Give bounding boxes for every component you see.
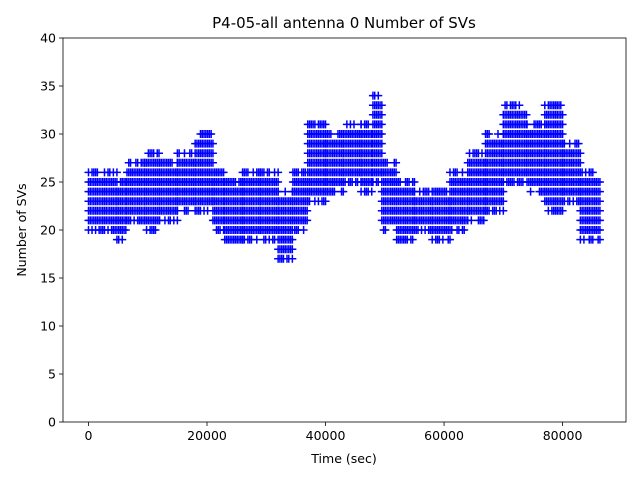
- data-point: [485, 130, 494, 138]
- data-point: [410, 178, 419, 186]
- x-tick-label: 40000: [306, 428, 346, 443]
- data-point: [374, 91, 383, 100]
- y-axis: 0 5 10 15 20 25 30 35 40: [40, 31, 63, 430]
- data-point: [173, 216, 182, 225]
- data-point: [93, 168, 102, 177]
- data-point: [558, 206, 567, 215]
- data-point: [274, 168, 283, 177]
- data-point: [558, 130, 567, 138]
- y-tick-label: 35: [40, 79, 56, 94]
- data-point: [377, 110, 386, 119]
- x-tick-label: 0: [85, 428, 93, 443]
- x-tick-label: 80000: [543, 428, 583, 443]
- data-point: [252, 235, 261, 244]
- x-axis-label: Time (sec): [310, 451, 376, 466]
- data-point: [523, 120, 532, 129]
- x-axis: 0 20000 40000 60000 80000: [85, 422, 583, 443]
- data-point: [576, 149, 585, 158]
- data-point: [121, 226, 130, 234]
- data-point: [526, 187, 535, 196]
- data-point: [274, 178, 283, 186]
- y-tick-label: 30: [40, 127, 56, 142]
- data-point: [588, 168, 597, 177]
- y-tick-label: 5: [48, 367, 56, 382]
- data-point: [499, 187, 508, 196]
- data-point: [445, 235, 454, 244]
- data-point: [219, 168, 228, 177]
- data-point: [377, 149, 386, 158]
- x-tick-label: 60000: [424, 428, 464, 443]
- data-point: [595, 178, 604, 186]
- data-point: [558, 120, 567, 129]
- y-tick-label: 0: [48, 415, 56, 430]
- data-point: [207, 130, 216, 138]
- y-tick-label: 40: [40, 31, 56, 46]
- data-point: [392, 168, 401, 177]
- data-point: [558, 110, 567, 119]
- data-point: [381, 226, 390, 234]
- data-point: [595, 197, 604, 206]
- data-point: [595, 235, 604, 244]
- data-point: [288, 254, 297, 263]
- data-point: [118, 235, 127, 244]
- data-point: [595, 187, 604, 196]
- data-point: [326, 130, 335, 138]
- data-point: [377, 139, 386, 148]
- data-point: [522, 110, 531, 119]
- data-point: [383, 158, 392, 167]
- data-point: [367, 187, 376, 196]
- data-point: [377, 130, 386, 138]
- data-point: [281, 187, 290, 196]
- data-point: [330, 187, 339, 196]
- data-point: [208, 139, 217, 148]
- data-point: [303, 216, 312, 225]
- data-point: [288, 235, 297, 244]
- data-point: [392, 158, 401, 167]
- data-point: [556, 101, 565, 110]
- data-point: [499, 206, 508, 215]
- y-tick-label: 25: [40, 175, 56, 190]
- data-point: [595, 206, 604, 215]
- data-point: [184, 206, 193, 215]
- data-point: [339, 187, 348, 196]
- data-point: [303, 206, 312, 215]
- data-points: [84, 91, 604, 263]
- data-point: [274, 187, 283, 196]
- plot-area: [62, 37, 627, 423]
- data-point: [299, 226, 308, 234]
- data-point: [321, 120, 330, 129]
- data-point: [479, 216, 488, 225]
- data-point: [574, 139, 583, 148]
- y-axis-label: Number of SVs: [14, 183, 29, 276]
- data-point: [460, 226, 469, 234]
- data-point: [377, 120, 386, 129]
- data-point: [515, 101, 524, 110]
- data-point: [208, 158, 217, 167]
- data-point: [208, 149, 217, 158]
- data-point: [499, 197, 508, 206]
- data-point: [349, 120, 358, 129]
- data-point: [377, 101, 386, 110]
- y-tick-label: 10: [40, 319, 56, 334]
- data-point: [595, 226, 604, 234]
- data-point: [595, 216, 604, 225]
- y-tick-label: 20: [40, 223, 56, 238]
- data-point: [151, 226, 160, 234]
- data-point: [408, 235, 417, 244]
- data-point: [173, 206, 182, 215]
- x-tick-label: 20000: [187, 428, 227, 443]
- data-point: [288, 245, 297, 254]
- data-point: [321, 197, 330, 206]
- data-point: [155, 149, 164, 158]
- y-tick-label: 15: [40, 271, 56, 286]
- data-point: [576, 158, 585, 167]
- data-point: [112, 168, 121, 177]
- chart-title: P4-05-all antenna 0 Number of SVs: [212, 14, 476, 32]
- data-point: [467, 216, 476, 225]
